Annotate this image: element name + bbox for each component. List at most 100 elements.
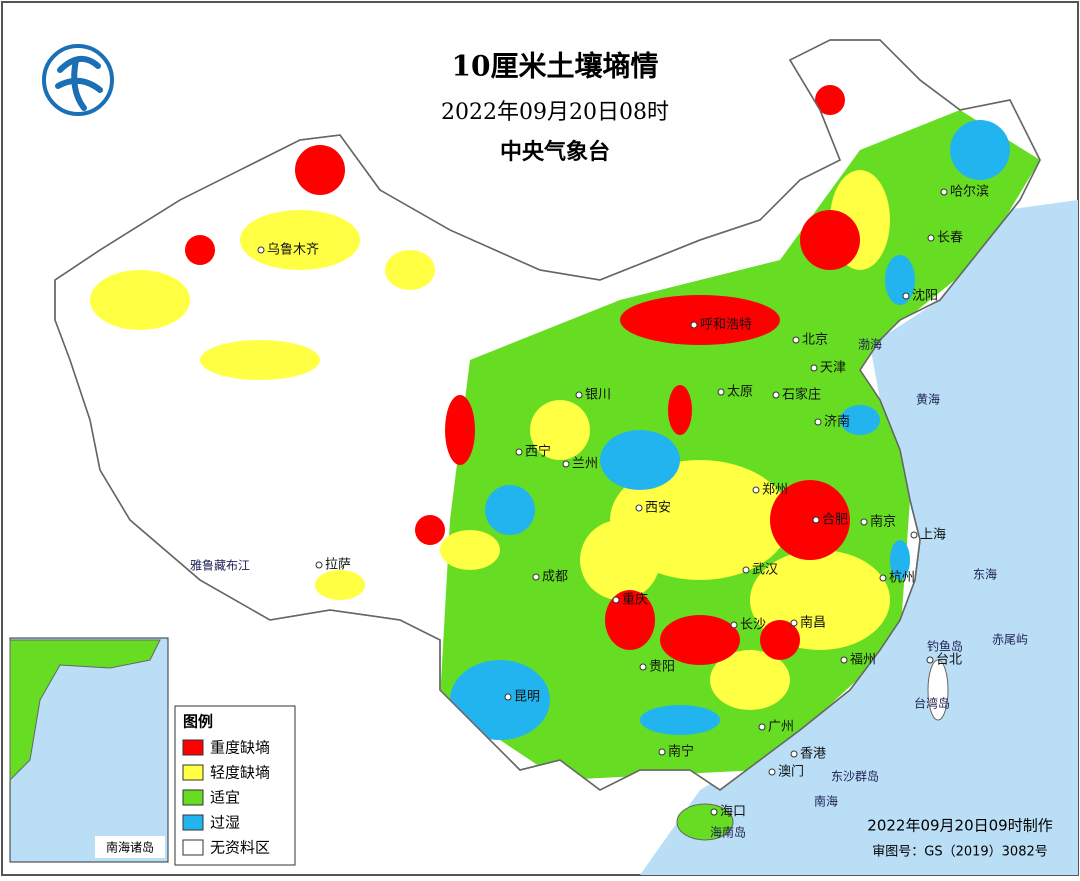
taiwan xyxy=(927,659,949,721)
area xyxy=(450,660,550,740)
legend-label: 无资料区 xyxy=(210,839,270,857)
city-marker xyxy=(639,663,647,671)
area xyxy=(240,210,360,270)
city-label: 海口 xyxy=(720,805,746,820)
city-marker xyxy=(690,321,698,329)
city-marker xyxy=(790,619,798,627)
city-label: 郑州 xyxy=(762,483,788,498)
place-label: 黄海 xyxy=(916,392,940,407)
place-label: 钓鱼岛 xyxy=(927,639,963,654)
legend-swatch xyxy=(182,739,204,756)
city-marker xyxy=(940,188,948,196)
city-marker xyxy=(562,460,570,468)
logo xyxy=(42,44,114,116)
soil-moisture-areas xyxy=(90,85,1040,780)
city-marker xyxy=(730,621,738,629)
city-marker xyxy=(315,561,323,569)
city-label: 拉萨 xyxy=(325,558,351,573)
city-label: 沈阳 xyxy=(912,289,938,304)
place-label: 台湾岛 xyxy=(914,696,950,711)
area xyxy=(668,385,692,435)
area xyxy=(445,395,475,465)
area xyxy=(890,540,910,580)
city-marker xyxy=(879,574,887,582)
city-label: 西宁 xyxy=(525,444,551,460)
legend-label: 重度缺墒 xyxy=(210,739,270,757)
city-label: 福州 xyxy=(850,653,876,668)
city-marker xyxy=(910,531,918,539)
area xyxy=(90,270,190,330)
city-marker xyxy=(515,448,523,456)
city-label: 天津 xyxy=(820,361,846,376)
city-label: 广州 xyxy=(768,720,794,735)
area xyxy=(485,485,535,535)
area xyxy=(840,405,880,435)
legend-swatch xyxy=(182,764,204,781)
legend-label: 适宜 xyxy=(210,789,240,807)
area xyxy=(200,340,320,380)
legend-swatch xyxy=(182,839,204,856)
city-label: 杭州 xyxy=(889,571,915,586)
city-label: 贵阳 xyxy=(649,660,675,675)
area xyxy=(620,295,780,345)
area xyxy=(800,210,860,270)
city-marker xyxy=(860,518,868,526)
city-marker xyxy=(532,573,540,581)
city-label: 合肥 xyxy=(822,513,848,528)
city-label: 银川 xyxy=(585,388,611,403)
inset-land xyxy=(9,639,161,782)
city-label: 哈尔滨 xyxy=(950,184,989,200)
city-label: 太原 xyxy=(727,385,753,400)
area xyxy=(640,705,720,735)
city-marker xyxy=(772,391,780,399)
city-marker xyxy=(927,234,935,242)
city-label: 重庆 xyxy=(622,592,648,608)
sea xyxy=(640,200,1078,875)
city-label: 台北 xyxy=(936,653,962,668)
inset-label-bg xyxy=(95,836,165,858)
city-marker xyxy=(758,723,766,731)
area xyxy=(600,430,680,490)
city-marker xyxy=(257,246,265,254)
city-label: 南京 xyxy=(870,514,896,530)
area xyxy=(580,520,660,600)
place-label: 海南岛 xyxy=(710,825,746,840)
area xyxy=(440,530,500,570)
city-marker xyxy=(717,388,725,396)
city-label: 济南 xyxy=(824,414,850,430)
legend-label: 轻度缺墒 xyxy=(210,764,270,782)
city-marker xyxy=(752,486,760,494)
place-label: 赤尾屿 xyxy=(992,633,1028,647)
city-marker xyxy=(504,693,512,701)
place-label: 东海 xyxy=(973,567,997,582)
city-label: 香港 xyxy=(800,747,826,762)
city-marker xyxy=(792,336,800,344)
area xyxy=(950,120,1010,180)
city-marker xyxy=(612,596,620,604)
legend-label: 过湿 xyxy=(210,814,240,832)
city-marker xyxy=(575,391,583,399)
legend-swatch xyxy=(182,814,204,831)
legend-swatch xyxy=(182,789,204,806)
city-label: 南宁 xyxy=(668,744,694,760)
city-marker xyxy=(658,748,666,756)
issuer: 中央气象台 xyxy=(500,139,610,165)
time: 2022年09月20日08时 xyxy=(441,100,669,125)
place-label: 南海 xyxy=(814,794,838,809)
city-marker xyxy=(635,504,643,512)
city-label: 武汉 xyxy=(752,563,778,578)
city-label: 成都 xyxy=(542,570,568,585)
city-marker xyxy=(902,292,910,300)
area xyxy=(815,85,845,115)
city-marker xyxy=(742,566,750,574)
city-label: 南昌 xyxy=(800,615,826,631)
city-label: 长春 xyxy=(937,231,963,246)
city-label: 澳门 xyxy=(778,764,804,780)
inset-title: 南海诸岛 xyxy=(106,840,154,855)
area xyxy=(315,570,365,600)
city-label: 西安 xyxy=(645,501,671,516)
city-label: 北京 xyxy=(802,333,828,348)
city-marker xyxy=(812,516,820,524)
